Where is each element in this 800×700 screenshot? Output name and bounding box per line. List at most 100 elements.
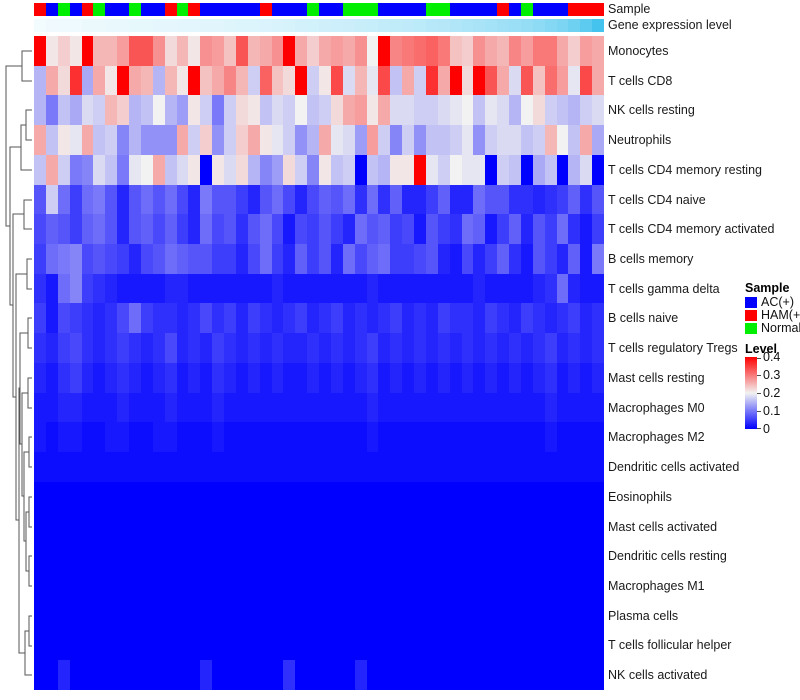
annotation-cell-sample <box>235 3 248 16</box>
heatmap-cell <box>497 95 509 126</box>
heatmap-cell <box>129 36 141 66</box>
heatmap-cell <box>437 214 450 245</box>
heatmap-cell <box>45 362 58 393</box>
heatmap-cell <box>354 511 367 542</box>
heatmap-cell <box>69 125 82 155</box>
heatmap-cell <box>212 244 224 274</box>
heatmap-cell <box>580 125 593 155</box>
heatmap-cell <box>45 303 58 334</box>
heatmap-cell <box>69 184 82 215</box>
heatmap-cell <box>152 600 165 631</box>
legend-sample-title: Sample <box>745 281 790 295</box>
heatmap-cell <box>425 511 438 542</box>
heatmap-cell <box>319 541 331 571</box>
heatmap-cell <box>57 630 70 661</box>
annotation-cell-sample <box>93 3 106 16</box>
heatmap-cell <box>129 541 141 571</box>
heatmap-cell <box>164 303 177 334</box>
heatmap-cell <box>520 273 533 304</box>
heatmap-cell <box>295 65 308 96</box>
heatmap-cell <box>295 511 308 542</box>
heatmap-cell <box>520 125 533 155</box>
heatmap-cell <box>354 273 367 304</box>
heatmap-cell <box>93 273 106 304</box>
heatmap-cell <box>307 481 319 512</box>
heatmap-cell <box>425 630 438 661</box>
heatmap-cell <box>592 65 604 96</box>
heatmap-cell <box>461 511 474 542</box>
heatmap-cell <box>319 95 331 126</box>
heatmap-cell <box>414 660 426 690</box>
annotation-cell-sample <box>247 3 260 16</box>
heatmap-cell <box>342 184 355 215</box>
heatmap-cell <box>283 392 296 423</box>
heatmap-cell <box>176 452 189 482</box>
heatmap-cell <box>235 392 248 423</box>
heatmap-cell <box>414 630 426 661</box>
heatmap-cell <box>224 362 236 393</box>
heatmap-cell <box>271 422 284 453</box>
heatmap-cell <box>212 511 224 542</box>
heatmap-cell <box>295 392 308 423</box>
heatmap-cell <box>81 481 94 512</box>
heatmap-cell <box>152 303 165 334</box>
annotation-cell-gene-expression <box>330 19 343 32</box>
heatmap-cell <box>188 422 201 453</box>
heatmap-cell <box>544 392 557 423</box>
heatmap-cell <box>224 214 236 245</box>
heatmap-cell <box>259 303 272 334</box>
heatmap-cell <box>271 333 284 363</box>
heatmap-cell <box>592 36 604 66</box>
legend-level-title: Level <box>745 342 777 356</box>
heatmap-cell <box>592 481 604 512</box>
heatmap-cell <box>532 362 545 393</box>
row-label: Neutrophils <box>608 133 672 148</box>
heatmap-cell <box>544 333 557 363</box>
heatmap-cell <box>129 392 141 423</box>
heatmap-cell <box>271 541 284 571</box>
heatmap-cell <box>414 65 426 96</box>
heatmap-cell <box>307 392 319 423</box>
heatmap-cell <box>247 125 260 155</box>
heatmap-cell <box>509 541 521 571</box>
heatmap-cell <box>342 333 355 363</box>
heatmap-cell <box>295 541 308 571</box>
heatmap-cell <box>520 570 533 601</box>
heatmap-cell <box>509 422 521 453</box>
heatmap-cell <box>200 95 213 126</box>
heatmap-cell <box>592 422 604 453</box>
heatmap-cell <box>485 422 498 453</box>
heatmap-cell <box>259 422 272 453</box>
heatmap-cell <box>556 95 569 126</box>
heatmap-cell <box>140 422 153 453</box>
heatmap-cell <box>93 570 106 601</box>
heatmap-cell <box>152 570 165 601</box>
heatmap-cell <box>235 125 248 155</box>
heatmap-cell <box>342 95 355 126</box>
legend-sample: Sample AC(+)HAM(+)Normal <box>745 281 800 335</box>
heatmap-cell <box>497 154 509 185</box>
heatmap-cell <box>200 333 213 363</box>
heatmap-cell <box>235 95 248 126</box>
row-label: Dendritic cells activated <box>608 460 740 475</box>
heatmap-cell <box>212 333 224 363</box>
heatmap-cell <box>224 392 236 423</box>
heatmap-cell <box>592 154 604 185</box>
annotation-cell-gene-expression <box>532 19 545 32</box>
heatmap-cell <box>485 214 498 245</box>
heatmap-cell <box>509 362 521 393</box>
heatmap-cell <box>402 422 414 453</box>
heatmap-cell <box>93 214 106 245</box>
heatmap-cell <box>402 65 414 96</box>
heatmap-row <box>34 660 604 690</box>
heatmap-cell <box>271 36 284 66</box>
heatmap-cell <box>342 630 355 661</box>
heatmap-cell <box>129 125 141 155</box>
heatmap-cell <box>224 422 236 453</box>
heatmap-cell <box>473 125 486 155</box>
heatmap-cell <box>390 244 403 274</box>
heatmap-cell <box>509 214 521 245</box>
annotation-cell-gene-expression <box>81 19 94 32</box>
heatmap-cell <box>532 452 545 482</box>
heatmap-cell <box>69 36 82 66</box>
